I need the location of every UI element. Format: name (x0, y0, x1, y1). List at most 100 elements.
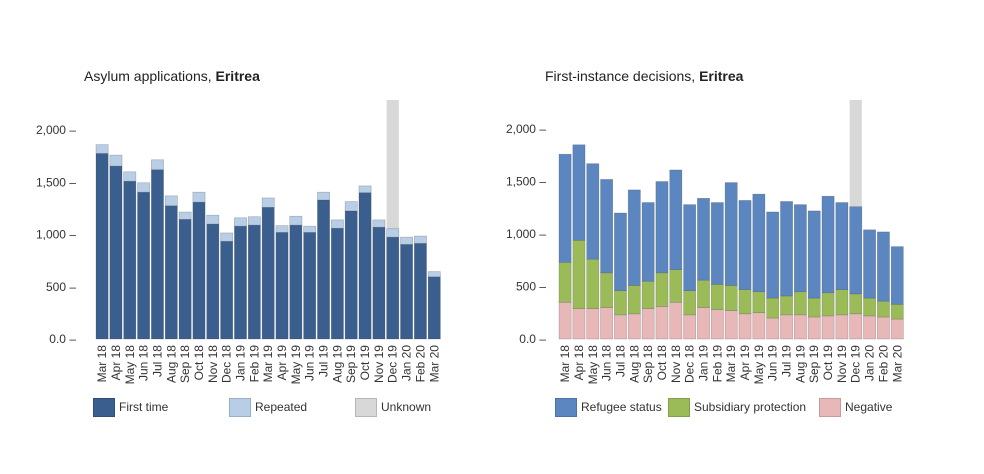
bar-first-time (303, 232, 317, 340)
x-tick-label: Jan 20 (400, 345, 414, 381)
bar-refugee-status (586, 163, 600, 260)
bar-negative (614, 314, 627, 340)
legend-swatch (93, 397, 115, 417)
bar-repeated (261, 197, 275, 208)
bar-first-time (123, 180, 137, 340)
bar-subsidiary-protection (627, 285, 641, 315)
y-tick-label: 500 – (46, 280, 76, 294)
bar-refugee-status (641, 202, 655, 282)
x-tick-label: Oct 19 (821, 345, 835, 381)
bar-subsidiary-protection (669, 269, 683, 303)
bar-negative (752, 312, 766, 340)
x-tick-label: Jan 20 (863, 345, 877, 381)
bar-repeated (164, 195, 178, 207)
x-tick-label: Jun 18 (600, 345, 614, 381)
legend-item: First time (93, 396, 168, 418)
bar-subsidiary-protection (863, 297, 876, 317)
bar-negative (586, 308, 600, 340)
x-tick-label: Mar 19 (724, 345, 738, 383)
bar-first-time (247, 224, 261, 340)
bar-subsidiary-protection (641, 280, 655, 309)
bar-first-time (427, 276, 441, 340)
bar-refugee-status (600, 179, 614, 274)
bar-first-time (400, 244, 413, 340)
bar-refugee-status (835, 202, 849, 290)
bar-first-time (164, 205, 178, 340)
bar-repeated (95, 144, 109, 154)
bar-negative (641, 308, 655, 340)
legend-item: Subsidiary protection (668, 396, 806, 418)
bar-refugee-status (614, 212, 627, 291)
legend-swatch (819, 397, 841, 417)
bar-first-time (220, 240, 234, 340)
bar-repeated (386, 228, 400, 238)
bar-negative (849, 313, 863, 340)
bar-negative (572, 308, 586, 340)
bar-subsidiary-protection (572, 240, 586, 309)
bar-repeated (178, 211, 192, 220)
bar-first-time (109, 165, 123, 340)
x-tick-label: May 19 (289, 345, 303, 385)
legend-item: Repeated (229, 396, 307, 418)
bar-repeated (109, 154, 123, 167)
bar-first-time (275, 232, 289, 340)
x-tick-label: Mar 18 (95, 345, 109, 383)
chart-title-decisions: First-instance decisions, Eritrea (545, 68, 743, 84)
legend-label: Subsidiary protection (694, 400, 807, 414)
x-tick-label: Jun 18 (137, 345, 151, 381)
bar-negative (780, 314, 793, 340)
bar-repeated (372, 219, 386, 228)
y-tick-label: 1,000 – (36, 228, 76, 242)
bar-subsidiary-protection (614, 290, 627, 316)
bar-repeated (151, 159, 164, 171)
x-tick-label: Mar 20 (427, 345, 441, 383)
bar-negative (558, 301, 572, 340)
x-tick-label: May 18 (586, 345, 600, 385)
bar-refugee-status (780, 201, 793, 297)
bar-refugee-status (697, 198, 710, 281)
legend-label: Repeated (255, 400, 308, 414)
legend-swatch (555, 397, 577, 417)
x-tick-label: Sep 18 (178, 345, 192, 383)
bar-negative (627, 313, 641, 340)
x-tick-label: Sep 19 (344, 345, 358, 383)
bar-subsidiary-protection (724, 285, 738, 311)
bar-repeated (275, 225, 289, 233)
chart-title-country: Eritrea (699, 68, 744, 84)
x-tick-label: Aug 18 (627, 345, 641, 383)
x-tick-label: Dec 19 (386, 345, 400, 383)
bar-negative (890, 318, 904, 340)
bar-negative (835, 314, 849, 340)
x-tick-label: Aug 18 (164, 345, 178, 383)
chart-title-prefix: Asylum applications, (84, 68, 216, 84)
y-tick-label: 1,500 – (36, 175, 76, 189)
bar-first-time (137, 191, 151, 340)
bar-negative (821, 315, 835, 340)
bar-refugee-status (766, 211, 780, 299)
bar-negative (793, 314, 807, 340)
chart-title-applications: Asylum applications, Eritrea (84, 68, 260, 84)
x-tick-label: Mar 18 (558, 345, 572, 383)
legend-label: Negative (845, 400, 893, 414)
bar-first-time (178, 219, 192, 340)
bar-repeated (137, 182, 151, 193)
bar-subsidiary-protection (890, 304, 904, 320)
bar-negative (807, 316, 821, 340)
applications-chart: 0.0 –500 –1,000 –1,500 –2,000 –Mar 18 Apr… (36, 100, 441, 385)
bar-subsidiary-protection (849, 293, 863, 315)
x-tick-label: Jun 19 (766, 345, 780, 381)
bar-refugee-status (807, 210, 821, 299)
bar-subsidiary-protection (766, 297, 780, 319)
y-tick-label: 1,000 – (506, 227, 546, 241)
asylum-applications-panel: Asylum applications, Eritrea 0.0 – 500 – 1… (36, 68, 441, 418)
legend-item: Negative (819, 396, 892, 418)
bar-subsidiary-protection (558, 262, 572, 303)
x-tick-label: Nov 18 (669, 345, 683, 383)
bar-subsidiary-protection (752, 291, 766, 314)
bar-refugee-status (752, 193, 766, 293)
bar-repeated (192, 191, 206, 203)
x-tick-label: Feb 19 (710, 345, 724, 383)
bar-repeated (123, 171, 137, 182)
x-tick-label: Nov 19 (372, 345, 386, 383)
bar-negative (724, 310, 738, 340)
